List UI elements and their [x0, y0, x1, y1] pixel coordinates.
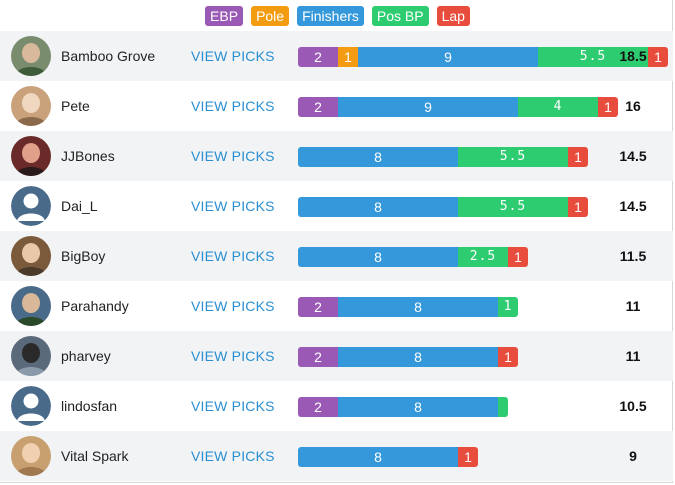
- leaderboard-row: Dai_L VIEW PICKS 8 5.5 1 14.5: [0, 181, 673, 231]
- view-picks-link[interactable]: VIEW PICKS: [191, 98, 275, 114]
- player-name: Bamboo Grove: [61, 48, 156, 64]
- view-picks-link[interactable]: VIEW PICKS: [191, 198, 275, 214]
- default-avatar-icon: [11, 386, 51, 426]
- legend-finishers: Finishers: [297, 6, 364, 26]
- leaderboard-row: pharvey VIEW PICKS 2 8 1 11: [0, 331, 673, 381]
- bar-segment-finishers: 8: [298, 197, 458, 217]
- user-avatar: [11, 236, 51, 276]
- view-picks-link[interactable]: VIEW PICKS: [191, 48, 275, 64]
- player-name: JJBones: [61, 148, 115, 164]
- default-avatar-icon: [11, 186, 51, 226]
- total-points: 11.5: [619, 248, 647, 264]
- legend-pos-bp: Pos BP: [371, 6, 429, 26]
- user-avatar: [11, 336, 51, 376]
- bar-segment-ebp: 2: [298, 297, 338, 317]
- player-name: Parahandy: [61, 298, 129, 314]
- points-bar: 8 5.5 1: [298, 197, 588, 217]
- legend-ebp: EBP: [205, 6, 244, 26]
- view-picks-link[interactable]: VIEW PICKS: [191, 448, 275, 464]
- view-picks-link[interactable]: VIEW PICKS: [191, 298, 275, 314]
- points-bar: 8 5.5 1: [298, 147, 588, 167]
- bar-segment-pole: 1: [338, 47, 358, 67]
- player-name: BigBoy: [61, 248, 106, 264]
- total-points: 11: [625, 298, 641, 314]
- user-avatar: [11, 86, 51, 126]
- points-bar: 2 1 9 5.5 1: [298, 47, 668, 67]
- leaderboard-row: Vital Spark VIEW PICKS 8 1 9: [0, 431, 673, 481]
- bar-segment-finishers: 9: [358, 47, 538, 67]
- bar-segment-finishers: 8: [338, 397, 498, 417]
- leaderboard-row: BigBoy VIEW PICKS 8 2.5 1 11.5: [0, 231, 673, 281]
- user-avatar: [11, 136, 51, 176]
- view-picks-link[interactable]: VIEW PICKS: [191, 398, 275, 414]
- total-points: 10.5: [619, 398, 647, 414]
- leaderboard-row: lindosfan VIEW PICKS 2 8 10.5: [0, 381, 673, 431]
- player-name: Vital Spark: [61, 448, 129, 464]
- user-avatar: [11, 286, 51, 326]
- view-picks-link[interactable]: VIEW PICKS: [191, 348, 275, 364]
- user-avatar: [11, 36, 51, 76]
- total-points: 18.5: [619, 48, 647, 64]
- legend-pole: Pole: [251, 6, 290, 26]
- bar-segment-finishers: 9: [338, 97, 518, 117]
- bar-segment-posbp: 5.5: [538, 47, 648, 67]
- bar-segment-lap: 1: [508, 247, 528, 267]
- bar-segment-ebp: 2: [298, 97, 338, 117]
- points-bar: 8 2.5 1: [298, 247, 528, 267]
- bar-segment-ebp: 2: [298, 47, 338, 67]
- bar-segment-ebp: 2: [298, 397, 338, 417]
- bar-segment-posbp: 5.5: [458, 147, 568, 167]
- bar-segment-lap: 1: [598, 97, 618, 117]
- bar-segment-finishers: 8: [298, 447, 458, 467]
- bar-segment-posbp: 1: [498, 297, 518, 317]
- bar-segment-finishers: 8: [338, 347, 498, 367]
- leaderboard-row: JJBones VIEW PICKS 8 5.5 1 14.5: [0, 131, 673, 181]
- player-name: Dai_L: [61, 198, 98, 214]
- leaderboard-row: Pete VIEW PICKS 2 9 4 1 16: [0, 81, 673, 131]
- bar-segment-posbp: 5.5: [458, 197, 568, 217]
- total-points: 11: [625, 348, 641, 364]
- bar-segment-ebp: 2: [298, 347, 338, 367]
- player-name: pharvey: [61, 348, 111, 364]
- player-name: lindosfan: [61, 398, 118, 414]
- bar-segment-lap: 1: [568, 147, 588, 167]
- total-points: 16: [625, 98, 641, 114]
- bar-segment-posbp: [498, 397, 508, 417]
- leaderboard-row: Parahandy VIEW PICKS 2 8 1 11: [0, 281, 673, 331]
- bar-segment-lap: 1: [648, 47, 668, 67]
- legend: EBP Pole Finishers Pos BP Lap: [0, 6, 675, 28]
- bar-segment-lap: 1: [498, 347, 518, 367]
- leaderboard-row: Bamboo Grove VIEW PICKS 2 1 9 5.5 1 18.5: [0, 31, 673, 81]
- bar-segment-lap: 1: [568, 197, 588, 217]
- total-points: 9: [629, 448, 637, 464]
- view-picks-link[interactable]: VIEW PICKS: [191, 248, 275, 264]
- bar-segment-finishers: 8: [298, 147, 458, 167]
- total-points: 14.5: [619, 198, 647, 214]
- bar-segment-posbp: 2.5: [458, 247, 508, 267]
- user-avatar: [11, 436, 51, 476]
- total-points: 14.5: [619, 148, 647, 164]
- legend-lap: Lap: [436, 6, 470, 26]
- bar-segment-lap: 1: [458, 447, 478, 467]
- bar-segment-posbp: 4: [518, 97, 598, 117]
- view-picks-link[interactable]: VIEW PICKS: [191, 148, 275, 164]
- player-name: Pete: [61, 98, 90, 114]
- bar-segment-finishers: 8: [298, 247, 458, 267]
- leaderboard-list: Bamboo Grove VIEW PICKS 2 1 9 5.5 1 18.5 Pete VIE…: [0, 31, 673, 481]
- bar-segment-finishers: 8: [338, 297, 498, 317]
